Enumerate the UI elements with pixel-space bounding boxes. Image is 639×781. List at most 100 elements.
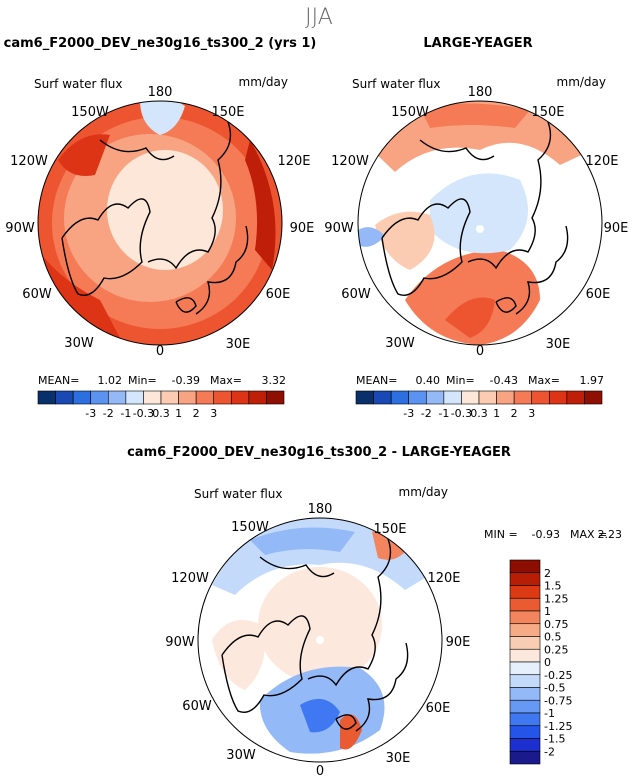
colorbar-swatch: [478, 390, 497, 405]
lon-label-60e: 60E: [426, 701, 451, 716]
colorbar-tick-label: 2: [511, 407, 518, 420]
colorbar-tick-label: -1.5: [544, 733, 565, 746]
lon-label-180: 180: [148, 85, 173, 100]
colorbar-swatch: [509, 623, 541, 637]
lon-labels-diff: 180 150E 120E 90E 60E 30E 0 30W 60W 90W …: [165, 502, 470, 779]
colorbar-swatch: [548, 390, 568, 405]
colorbar-swatch: [72, 390, 92, 405]
season-title: JJA: [305, 5, 333, 30]
lon-label-120e: 120E: [277, 154, 310, 169]
lon-label-120w: 120W: [331, 154, 369, 169]
colorbar-tick-label: 1: [493, 407, 500, 420]
colorbar-swatch: [509, 738, 541, 752]
min-label-diff: MIN =: [484, 528, 518, 541]
mean-label-obs: MEAN=: [356, 374, 397, 387]
stats-diff: MIN = -0.93 MAX = 2.23: [484, 528, 622, 541]
lon-label-120e: 120E: [585, 154, 618, 169]
lon-label-180: 180: [468, 85, 493, 100]
stats-model: MEAN= 1.02 Min= -0.39 Max= 3.32: [38, 374, 286, 387]
lon-label-90w: 90W: [324, 221, 354, 236]
field-na-obs: [375, 211, 435, 270]
min-label-model: Min=: [128, 374, 157, 387]
colorbar-swatch: [531, 390, 550, 405]
variable-label-model: Surf water flux: [34, 77, 122, 91]
pole-hole-obs: [476, 225, 484, 233]
colorbar-model: -3 -2 -1 -0.30.3 1 2 3: [37, 390, 285, 420]
lon-label-90w: 90W: [165, 635, 195, 650]
lon-label-30e: 30E: [386, 751, 411, 766]
lon-label-30w: 30W: [64, 336, 94, 351]
colorbar-tick-label: -0.75: [544, 694, 572, 707]
colorbar-swatch: [509, 597, 541, 612]
colorbar-tick-label: -0.5: [544, 682, 565, 695]
mean-value-obs: 0.40: [416, 374, 441, 387]
min-value-diff: -0.93: [532, 528, 560, 541]
panel-title-model: cam6_F2000_DEV_ne30g16_ts300_2 (yrs 1): [4, 36, 317, 51]
field-europe-dark-diff: [300, 698, 340, 733]
colorbar-tick-label: 0.3: [152, 407, 170, 420]
colorbar-tick-label: 3: [210, 407, 217, 420]
lon-label-90e: 90E: [290, 221, 315, 236]
colorbar-swatch: [37, 390, 56, 405]
colorbar-swatch: [509, 725, 541, 739]
max-label-diff: MAX =: [570, 528, 607, 541]
colorbar-swatch: [90, 390, 109, 405]
field-europe-obs: [405, 250, 540, 345]
lon-label-60w: 60W: [22, 287, 52, 302]
colorbar-swatch: [266, 390, 285, 405]
panel-obs: LARGE-YEAGER Surf water flux mm/day 180 …: [324, 36, 628, 420]
colorbar-tick-label: -1: [438, 407, 449, 420]
lon-label-120w: 120W: [171, 571, 209, 586]
colorbar-swatch: [509, 572, 541, 586]
lon-label-60e: 60E: [266, 287, 291, 302]
colorbar-tick-label: -0.3: [133, 407, 154, 420]
colorbar-swatch: [496, 390, 515, 405]
colorbar-swatch: [509, 750, 541, 765]
colorbar-tick-label: 3: [528, 407, 535, 420]
colorbar-tick-label: 0.75: [544, 618, 569, 631]
max-value-diff: 2.23: [598, 528, 623, 541]
mean-value-model: 1.02: [98, 374, 123, 387]
field-arctic-light-obs: [430, 173, 528, 254]
lon-label-90e: 90E: [446, 635, 471, 650]
colorbar-diff: 21.51.2510.750.50.250-0.25-0.5-0.75-1-1.…: [509, 559, 572, 765]
max-label-model: Max=: [210, 374, 242, 387]
colorbar-tick-label: 1: [544, 605, 551, 618]
colorbar-swatch: [55, 390, 74, 405]
colorbar-tick-label: 2: [193, 407, 200, 420]
colorbar-tick-label: 1.5: [544, 580, 562, 593]
colorbar-swatch: [509, 636, 541, 650]
colorbar-tick-label: -0.3: [451, 407, 472, 420]
field-canada-blue-obs: [358, 227, 385, 247]
colorbar-tick-label: -3: [403, 407, 414, 420]
colorbar-swatch: [213, 390, 232, 405]
colorbar-tick-label: 0.3: [470, 407, 488, 420]
colorbar-swatch: [509, 699, 541, 714]
field-arctic-model: [107, 150, 223, 270]
colorbar-tick-label: 2: [544, 567, 551, 580]
map-frame-obs: [357, 100, 603, 346]
colorbar-tick-label: -1.25: [544, 720, 572, 733]
colorbar-swatch: [509, 559, 541, 574]
coastlines-model: [61, 121, 249, 315]
stats-obs: MEAN= 0.40 Min= -0.43 Max= 1.97: [356, 374, 604, 387]
map-frame-diff: [197, 517, 443, 763]
field-pacific-dark-obs: [420, 103, 530, 128]
colorbar-swatch: [425, 390, 445, 405]
colorbar-tick-label: -3: [85, 407, 96, 420]
colorbar-swatch: [513, 390, 533, 405]
panel-diff: cam6_F2000_DEV_ne30g16_ts300_2 - LARGE-Y…: [127, 445, 622, 779]
colorbar-swatch: [509, 648, 541, 663]
lon-label-60w: 60W: [182, 699, 212, 714]
lon-label-30w: 30W: [226, 748, 256, 763]
lon-labels-model: 180 150E 120E 90E 60E 30E 0 30W 60W 90W …: [5, 85, 314, 359]
colorbar-swatch: [443, 390, 462, 405]
panel-model: cam6_F2000_DEV_ne30g16_ts300_2 (yrs 1) S…: [4, 36, 317, 420]
pole-hole-diff: [316, 636, 324, 644]
colorbar-swatch: [408, 390, 427, 405]
colorbar-swatch: [390, 390, 410, 405]
colorbar-obs: -3 -2 -1 -0.30.3 1 2 3: [355, 390, 603, 420]
colorbar-swatch: [509, 585, 541, 599]
lon-label-150e: 150E: [531, 105, 564, 120]
